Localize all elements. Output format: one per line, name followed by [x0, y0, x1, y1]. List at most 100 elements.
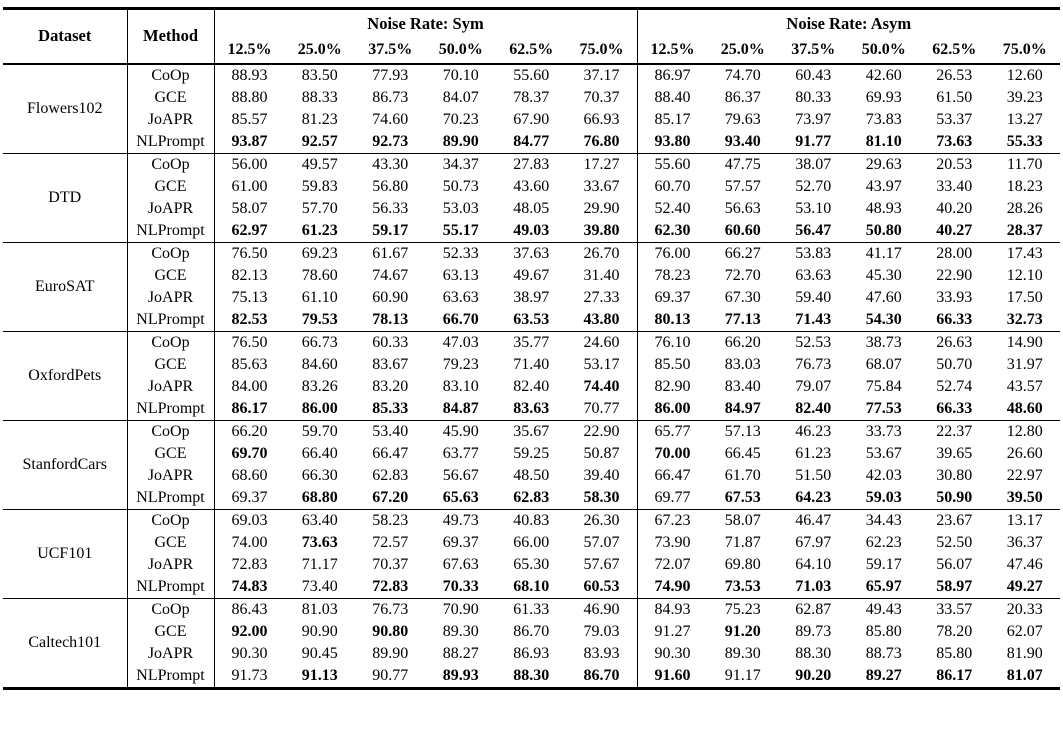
value-cell: 17.27 — [566, 152, 638, 176]
value-cell: 74.90 — [654, 577, 691, 595]
value-cell: 37.63 — [496, 241, 567, 265]
value-cell: 86.37 — [724, 88, 761, 106]
value-cell: 53.03 — [442, 199, 479, 217]
value-cell: 66.45 — [724, 444, 761, 462]
value-cell: 85.80 — [865, 622, 902, 640]
value-cell: 75.13 — [231, 288, 268, 306]
method-label: GCE — [127, 620, 215, 643]
value-cell: 43.80 — [566, 308, 638, 331]
value-cell: 81.07 — [1006, 666, 1043, 684]
value-cell: 33.40 — [936, 177, 973, 195]
value-cell: 93.80 — [654, 132, 691, 150]
value-cell: 70.33 — [442, 577, 479, 595]
value-cell: 60.90 — [372, 288, 409, 306]
dataset-label: StanfordCars — [3, 419, 128, 509]
value-cell: 59.25 — [513, 444, 550, 462]
value-cell: 43.57 — [1006, 377, 1043, 395]
value-cell: 70.23 — [442, 110, 479, 128]
value-cell: 83.50 — [284, 62, 355, 87]
row-stanfordcars-nlprompt: NLPrompt 69.37 68.80 67.20 65.63 62.83 58.30 69… — [3, 486, 1060, 509]
value-cell: 66.40 — [301, 444, 338, 462]
method-label: CoOp — [127, 241, 215, 265]
value-cell: 86.17 — [231, 399, 268, 417]
value-cell: 26.70 — [566, 241, 638, 265]
dataset-label: Caltech101 — [3, 597, 128, 688]
row-ucf101-coop: UCF101 CoOp 69.03 63.40 58.23 49.73 40.83 26.30… — [3, 508, 1060, 598]
row-caltech101-coop: Caltech101 CoOp 86.43 81.03 76.73 70.90 61.33 4… — [3, 597, 1060, 688]
value-cell: 84.00 — [231, 377, 268, 395]
value-cell: 76.73 — [795, 355, 832, 373]
value-cell: 90.45 — [301, 644, 338, 662]
value-cell: 70.10 — [425, 62, 496, 87]
value-cell: 42.60 — [848, 62, 919, 87]
col-header-asym-rate-0: 12.5% — [650, 41, 695, 58]
value-cell: 31.97 — [1006, 355, 1043, 373]
value-cell: 81.03 — [284, 597, 355, 621]
value-cell: 79.03 — [566, 620, 638, 643]
value-cell: 79.23 — [442, 355, 479, 373]
row-dtd-coop: DTD CoOp 56.00 49.57 43.30 34.37 27.83 17.27 55.… — [3, 152, 1060, 242]
value-cell: 53.67 — [865, 444, 902, 462]
value-cell: 41.17 — [848, 241, 919, 265]
value-cell: 51.50 — [795, 466, 832, 484]
method-label: CoOp — [127, 508, 215, 532]
value-cell: 91.20 — [724, 622, 761, 640]
col-header-sym-rate-1: 25.0% — [297, 41, 342, 58]
value-cell: 61.33 — [496, 597, 567, 621]
value-cell: 86.17 — [936, 666, 973, 684]
value-cell: 59.03 — [865, 488, 902, 506]
value-cell: 89.93 — [442, 666, 479, 684]
col-header-asym-rate-5: 75.0% — [1002, 41, 1047, 58]
method-label: NLPrompt — [127, 397, 215, 420]
value-cell: 56.80 — [372, 177, 409, 195]
value-cell: 58.07 — [707, 508, 778, 532]
value-cell: 43.30 — [355, 152, 426, 176]
row-flowers102-gce: GCE 88.80 88.33 86.73 84.07 78.37 70.37 88.40 86… — [3, 86, 1060, 109]
value-cell: 52.50 — [936, 533, 973, 551]
value-cell: 88.40 — [654, 88, 691, 106]
value-cell: 56.47 — [795, 221, 832, 239]
value-cell: 52.33 — [425, 241, 496, 265]
value-cell: 63.63 — [442, 288, 479, 306]
value-cell: 32.73 — [1006, 310, 1043, 328]
method-label: CoOp — [127, 597, 215, 621]
value-cell: 91.73 — [231, 666, 268, 684]
value-cell: 56.67 — [442, 466, 479, 484]
value-cell: 57.70 — [301, 199, 338, 217]
value-cell: 78.13 — [372, 310, 409, 328]
value-cell: 11.70 — [989, 152, 1060, 176]
value-cell: 88.30 — [795, 644, 832, 662]
value-cell: 76.00 — [637, 241, 708, 265]
value-cell: 69.37 — [442, 533, 479, 551]
value-cell: 75.84 — [865, 377, 902, 395]
col-header-asym-rate-1: 25.0% — [720, 41, 765, 58]
value-cell: 89.90 — [372, 644, 409, 662]
value-cell: 62.97 — [231, 221, 268, 239]
value-cell: 88.33 — [301, 88, 338, 106]
value-cell: 34.37 — [425, 152, 496, 176]
value-cell: 52.40 — [654, 199, 691, 217]
value-cell: 93.87 — [231, 132, 268, 150]
value-cell: 66.47 — [654, 466, 691, 484]
value-cell: 61.50 — [936, 88, 973, 106]
value-cell: 83.67 — [372, 355, 409, 373]
value-cell: 39.50 — [1006, 488, 1043, 506]
value-cell: 60.43 — [778, 62, 849, 87]
value-cell: 57.57 — [724, 177, 761, 195]
value-cell: 76.10 — [637, 330, 708, 354]
value-cell: 76.80 — [566, 130, 638, 153]
value-cell: 59.40 — [795, 288, 832, 306]
value-cell: 70.00 — [654, 444, 691, 462]
value-cell: 37.17 — [566, 62, 638, 87]
value-cell: 84.93 — [637, 597, 708, 621]
value-cell: 49.73 — [425, 508, 496, 532]
row-eurosat-coop: EuroSAT CoOp 76.50 69.23 61.67 52.33 37.63 26.7… — [3, 241, 1060, 331]
value-cell: 59.17 — [372, 221, 409, 239]
value-cell: 28.00 — [919, 241, 990, 265]
value-cell: 56.33 — [372, 199, 409, 217]
value-cell: 47.46 — [1006, 555, 1043, 573]
value-cell: 20.53 — [919, 152, 990, 176]
value-cell: 73.97 — [795, 110, 832, 128]
value-cell: 86.97 — [637, 62, 708, 87]
value-cell: 68.07 — [865, 355, 902, 373]
